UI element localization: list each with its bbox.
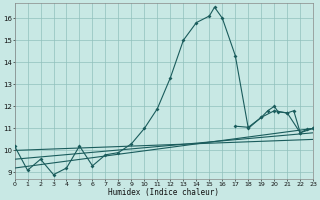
X-axis label: Humidex (Indice chaleur): Humidex (Indice chaleur) bbox=[108, 188, 220, 197]
